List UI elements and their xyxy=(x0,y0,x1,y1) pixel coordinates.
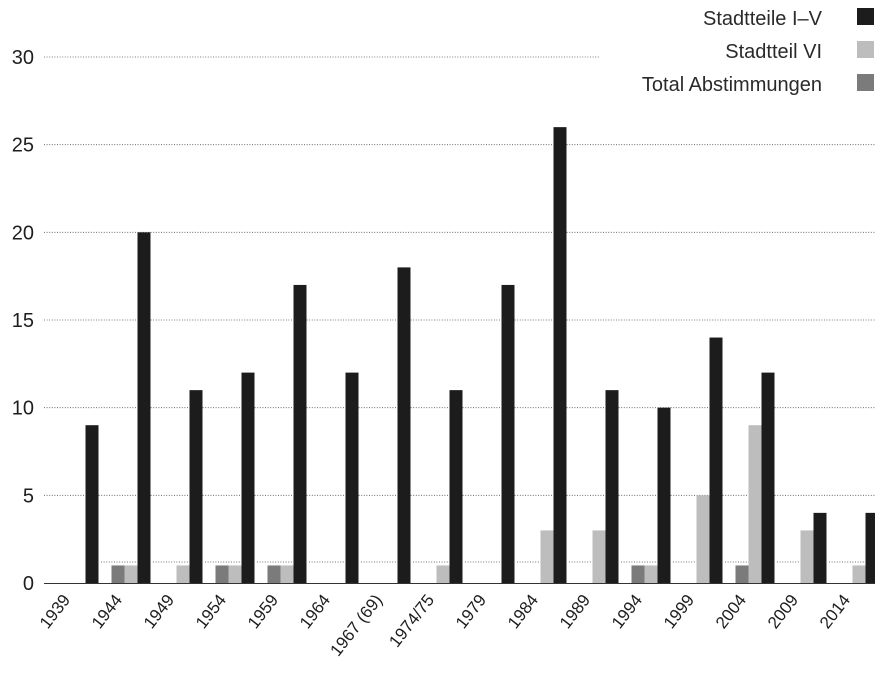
y-tick-label: 30 xyxy=(12,47,34,69)
x-tick-label: 1944 xyxy=(88,591,126,633)
bar xyxy=(709,337,723,583)
bar xyxy=(267,565,281,583)
bar xyxy=(85,425,99,583)
x-tick-label: 1949 xyxy=(140,591,178,633)
bar xyxy=(241,372,255,583)
x-tick-label: 1959 xyxy=(244,591,282,633)
bar xyxy=(644,565,658,583)
bar xyxy=(345,372,359,583)
x-tick-label: 1994 xyxy=(608,591,646,633)
x-tick-label: 2014 xyxy=(816,591,854,633)
x-tick-label: 1984 xyxy=(504,591,542,633)
bar xyxy=(228,565,242,583)
y-tick-label: 20 xyxy=(12,222,34,244)
bar xyxy=(397,267,411,583)
bar xyxy=(553,127,567,583)
x-tick-label: 1964 xyxy=(296,591,334,633)
x-tick-label: 2004 xyxy=(712,591,750,633)
y-tick-label: 5 xyxy=(23,485,34,507)
bar xyxy=(735,565,749,583)
bar xyxy=(813,512,827,583)
bar xyxy=(215,565,229,583)
bar xyxy=(696,495,710,583)
legend-swatch xyxy=(857,74,874,91)
bar xyxy=(657,407,671,583)
x-tick-label: 1967 (69) xyxy=(326,591,386,660)
bar xyxy=(631,565,645,583)
bar xyxy=(501,284,515,583)
bar xyxy=(865,512,875,583)
y-tick-label: 0 xyxy=(23,573,34,595)
bar xyxy=(605,390,619,583)
legend-label: Stadtteile I–V xyxy=(703,8,823,30)
x-tick-label: 1939 xyxy=(36,591,74,633)
x-tick-label: 1954 xyxy=(192,591,230,633)
bar xyxy=(124,565,138,583)
bar xyxy=(592,530,606,583)
bar xyxy=(293,284,307,583)
bar xyxy=(761,372,775,583)
x-tick-label: 2009 xyxy=(764,591,802,633)
x-tick-label: 1974/75 xyxy=(385,591,438,651)
y-tick-label: 15 xyxy=(12,310,34,332)
bar xyxy=(280,565,294,583)
legend-swatch xyxy=(857,41,874,58)
bar xyxy=(748,425,762,583)
bar xyxy=(436,565,450,583)
x-tick-label: 1989 xyxy=(556,591,594,633)
legend-swatch xyxy=(857,8,874,25)
x-tick-label: 1999 xyxy=(660,591,698,633)
legend-label: Total Abstimmungen xyxy=(642,74,822,96)
bar xyxy=(540,530,554,583)
bar xyxy=(852,565,866,583)
bar xyxy=(189,390,203,583)
legend-label: Stadtteil VI xyxy=(725,41,822,63)
legend: Stadtteile I–V Stadtteil VI Total Abstimmu… xyxy=(642,8,874,96)
y-axis-ticks: 0 5 10 15 20 25 30 xyxy=(12,47,34,595)
bars xyxy=(85,127,875,584)
y-tick-label: 25 xyxy=(12,135,34,157)
y-tick-label: 10 xyxy=(12,398,34,420)
bar xyxy=(111,565,125,583)
x-tick-label: 1979 xyxy=(452,591,490,633)
bar xyxy=(800,530,814,583)
bar xyxy=(137,232,151,584)
bar xyxy=(449,390,463,583)
bar xyxy=(176,565,190,583)
